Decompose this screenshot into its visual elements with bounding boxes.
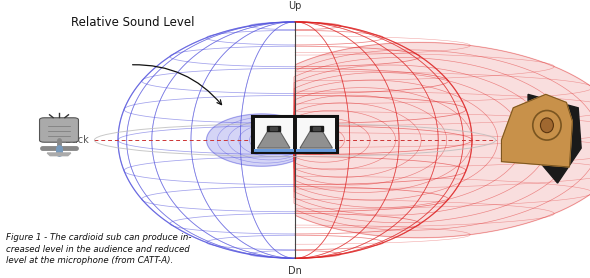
FancyArrowPatch shape — [133, 65, 221, 105]
Polygon shape — [300, 131, 332, 148]
Bar — [252, 116, 338, 153]
Text: Up: Up — [289, 1, 301, 11]
Text: Figure 1 - The cardioid sub can produce in-
creased level in the audience and re: Figure 1 - The cardioid sub can produce … — [6, 233, 191, 265]
Text: Back: Back — [65, 135, 88, 145]
Polygon shape — [313, 127, 320, 130]
Polygon shape — [310, 126, 323, 131]
Ellipse shape — [533, 111, 561, 140]
Polygon shape — [206, 114, 296, 166]
Polygon shape — [296, 149, 336, 152]
Polygon shape — [294, 42, 590, 238]
Bar — [254, 117, 294, 152]
Text: Relative Sound Level: Relative Sound Level — [71, 16, 194, 29]
Bar — [296, 117, 336, 152]
Polygon shape — [258, 131, 290, 148]
FancyBboxPatch shape — [40, 118, 78, 142]
Polygon shape — [267, 126, 280, 131]
Text: Front: Front — [502, 135, 526, 145]
Text: Dn: Dn — [288, 266, 302, 276]
Polygon shape — [270, 127, 277, 130]
Polygon shape — [254, 149, 294, 152]
Polygon shape — [528, 95, 581, 183]
Polygon shape — [47, 153, 71, 156]
Ellipse shape — [540, 118, 553, 133]
Polygon shape — [502, 95, 572, 167]
